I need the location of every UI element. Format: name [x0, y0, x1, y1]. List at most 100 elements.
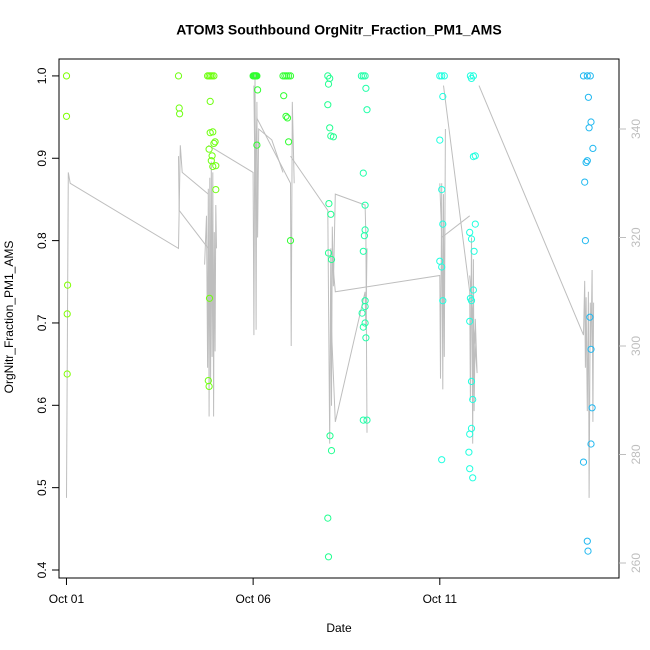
plot-frame [58, 58, 620, 579]
y-tick-label-6: 1.0 [35, 67, 49, 84]
data-point-s1-p21 [209, 128, 217, 136]
data-point-s2-p14 [282, 112, 290, 120]
data-point-s5-p24 [467, 377, 476, 385]
data-point-s2-p7 [253, 141, 261, 149]
data-point-s5-p8 [438, 263, 446, 271]
data-point-s2-p5 [253, 72, 261, 80]
y-tick-label-3: 0.7 [35, 314, 49, 331]
y2-tick-label-1: 280 [629, 444, 643, 464]
secondary-line-segment-3 [208, 74, 284, 336]
data-point-s6-p0 [579, 72, 588, 80]
data-point-s4-p8 [360, 232, 368, 240]
x-tick-label-2: Oct 11 [423, 592, 458, 606]
data-point-s3-p3 [324, 101, 332, 109]
data-point-s5-p29 [466, 465, 474, 473]
data-point-s1-p16 [212, 186, 220, 194]
data-point-s4-p17 [363, 416, 371, 424]
data-point-s4-p12 [358, 309, 366, 317]
data-point-s1-p11 [208, 152, 216, 160]
data-point-s3-p6 [329, 133, 337, 141]
data-point-s4-p2 [361, 72, 369, 80]
data-point-s6-p1 [583, 72, 591, 80]
y-tick-label-1: 0.5 [35, 479, 49, 496]
data-point-s5-p22 [467, 297, 476, 305]
data-point-s1-p10 [205, 145, 213, 153]
data-point-s2-p13 [280, 92, 288, 100]
secondary-line-segment-5 [290, 155, 368, 444]
data-point-s4-p3 [362, 84, 370, 92]
data-point-s3-p2 [324, 80, 333, 88]
data-point-s0-p3 [63, 310, 71, 318]
data-point-s6-p12 [587, 345, 595, 353]
data-point-s6-p2 [586, 72, 594, 80]
secondary-line-segment-0 [66, 145, 209, 498]
secondary-line-segment-9 [439, 183, 471, 239]
data-point-s6-p14 [587, 440, 595, 448]
data-point-s6-p5 [585, 124, 593, 132]
data-point-s4-p15 [362, 334, 370, 342]
chart-title: ATOM3 Southbound OrgNitr_Fraction_PM1_AM… [176, 22, 501, 38]
secondary-line-segment-4 [253, 85, 295, 347]
data-point-s6-p6 [589, 144, 597, 152]
data-point-s5-p5 [438, 186, 446, 194]
data-point-s5-p25 [469, 395, 477, 404]
data-point-s0-p1 [62, 112, 71, 120]
data-point-s2-p17 [286, 237, 295, 245]
y2-tick-label-4: 340 [629, 119, 643, 139]
data-point-s4-p14 [359, 323, 367, 331]
data-point-s5-p18 [467, 235, 476, 243]
x-tick-label-0: Oct 01 [49, 592, 85, 606]
data-point-s2-p15 [283, 114, 292, 122]
data-point-s4-p13 [361, 319, 369, 327]
y-tick-label-0: 0.4 [35, 561, 49, 578]
data-point-s1-p7 [210, 72, 218, 80]
data-point-s0-p4 [63, 370, 71, 378]
data-point-s4-p11 [361, 302, 369, 311]
data-point-s6-p3 [584, 93, 593, 101]
title-layer: ATOM3 Southbound OrgNitr_Fraction_PM1_AM… [2, 22, 502, 636]
data-point-s6-p8 [582, 158, 590, 166]
data-point-s3-p10 [327, 255, 336, 264]
data-point-s6-p7 [583, 157, 591, 165]
data-point-s1-p13 [209, 162, 217, 171]
secondary-line-segment-7 [332, 128, 446, 390]
data-point-s5-p6 [439, 220, 447, 228]
data-point-s3-p9 [324, 249, 333, 257]
data-point-s5-p17 [466, 228, 474, 236]
axes-layer: Oct 01 Oct 06 Oct 11 0.4 0.5 0.6 0.7 0.8 0.9 1.0 2… [35, 58, 643, 606]
data-point-s5-p0 [436, 72, 444, 80]
data-point-s6-p10 [581, 237, 590, 245]
data-point-s4-p0 [357, 72, 365, 80]
data-point-s1-p1 [175, 104, 183, 112]
data-point-s2-p11 [285, 72, 293, 80]
data-point-s4-p16 [359, 416, 367, 424]
data-point-s6-p17 [584, 547, 592, 555]
data-point-s1-p18 [205, 294, 214, 302]
data-point-s5-p23 [466, 317, 474, 325]
data-point-s5-p10 [438, 456, 446, 464]
data-point-s5-p20 [469, 286, 477, 294]
data-point-s1-p14 [210, 139, 218, 147]
data-point-s1-p8 [206, 97, 214, 106]
data-point-s1-p17 [212, 162, 220, 170]
data-point-s3-p11 [326, 432, 334, 440]
data-point-s3-p12 [327, 447, 336, 455]
data-point-s2-p16 [285, 138, 293, 146]
data-point-s3-p8 [327, 210, 335, 218]
data-point-s3-p13 [324, 514, 332, 522]
data-point-s5-p28 [465, 448, 473, 456]
secondary-line-segment-6 [331, 248, 368, 423]
data-point-s2-p10 [283, 72, 291, 80]
data-point-s5-p1 [438, 72, 446, 80]
data-point-s5-p4 [436, 136, 444, 144]
data-point-s4-p9 [359, 247, 367, 255]
data-point-s4-p4 [363, 106, 371, 114]
x-axis-label: Date [326, 621, 352, 635]
data-point-s1-p15 [211, 138, 219, 146]
data-point-s1-p2 [176, 110, 184, 118]
secondary-line-segment-2 [204, 161, 217, 417]
data-point-s2-p6 [254, 86, 262, 94]
y-axis-label: OrgNitr_Fraction_PM1_AMS [2, 241, 16, 394]
data-point-s5-p15 [471, 152, 479, 160]
